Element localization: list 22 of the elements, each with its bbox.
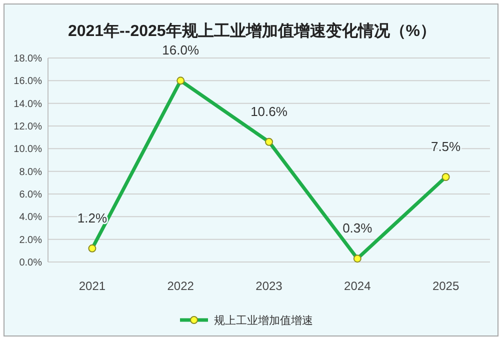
x-tick-label: 2025 [432, 279, 460, 293]
y-tick-label: 4.0% [19, 212, 42, 224]
x-tick-label: 2023 [256, 279, 283, 293]
chart-title: 2021年--2025年规上工业增加值增速变化情况（%） [68, 22, 436, 40]
data-label: 10.6% [250, 104, 288, 119]
y-tick-label: 16.0% [14, 76, 42, 88]
data-label: 0.3% [342, 220, 373, 236]
x-tick-label: 2021 [78, 279, 106, 293]
y-tick-label: 14.0% [14, 98, 42, 110]
data-label: 7.5% [430, 139, 462, 154]
y-tick-label: 10.0% [14, 144, 42, 156]
data-label: 1.2% [77, 210, 108, 226]
y-tick-label: 2.0% [19, 234, 42, 246]
x-tick-label: 2022 [167, 279, 194, 293]
y-tick-label: 6.0% [19, 190, 42, 200]
y-tick-label: 18.0% [14, 54, 42, 64]
y-tick-label: 8.0% [19, 166, 42, 178]
y-tick-label: 12.0% [14, 122, 42, 132]
data-label: 16.0% [162, 42, 200, 58]
legend-label: 规上工业增加值增速 [214, 314, 313, 327]
x-tick-label: 2024 [344, 279, 372, 293]
y-tick-label: 0.0% [19, 258, 42, 268]
